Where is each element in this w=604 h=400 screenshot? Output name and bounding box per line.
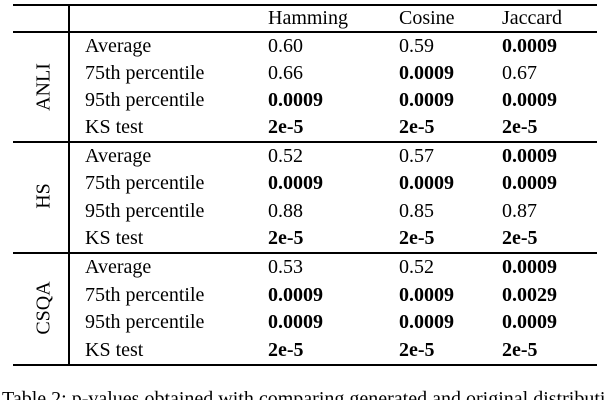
row-label: 95th percentile	[85, 89, 205, 111]
row-label: 95th percentile	[85, 311, 205, 334]
table-rule-group2	[13, 252, 597, 254]
row-label: 75th percentile	[85, 172, 205, 195]
row-label: 75th percentile	[85, 283, 205, 306]
cell-value: 0.59	[399, 35, 434, 57]
cell-value: 2e-5	[268, 338, 304, 361]
table-row: 95th percentile 0.0009 0.0009 0.0009	[0, 310, 604, 335]
table-row: 75th percentile 0.0009 0.0009 0.0029	[0, 283, 604, 308]
cell-value: 0.52	[399, 256, 434, 279]
table-section-anli: Average 0.60 0.59 0.0009 75th percentile…	[0, 33, 604, 141]
cell-value: 0.0009	[399, 172, 454, 195]
cell-value: 2e-5	[399, 116, 435, 138]
cell-value: 0.0009	[268, 89, 323, 111]
cell-value: 2e-5	[268, 116, 304, 138]
table-row: KS test 2e-5 2e-5 2e-5	[0, 226, 604, 251]
cell-value: 0.0029	[502, 283, 557, 306]
table-column-divider	[68, 4, 70, 366]
cell-value: 0.0009	[268, 172, 323, 195]
cell-value: 0.0009	[399, 89, 454, 111]
row-label: Average	[85, 35, 152, 57]
column-header-hamming: Hamming	[268, 7, 348, 29]
table-caption: Table 2: p-values obtained with comparin…	[2, 388, 604, 400]
cell-value: 0.67	[502, 62, 537, 84]
cell-value: 0.0009	[399, 283, 454, 306]
cell-value: 0.0009	[502, 256, 557, 279]
row-label: Average	[85, 256, 152, 279]
table-row: Average 0.60 0.59 0.0009	[0, 34, 604, 59]
cell-value: 0.85	[399, 199, 434, 222]
cell-value: 0.57	[399, 145, 434, 168]
cell-value: 2e-5	[399, 338, 435, 361]
cell-value: 0.0009	[268, 283, 323, 306]
table-rule-group1	[13, 141, 597, 143]
cell-value: 2e-5	[502, 338, 538, 361]
cell-value: 0.0009	[502, 35, 557, 57]
row-label: Average	[85, 145, 152, 168]
cell-value: 0.87	[502, 199, 537, 222]
table-rule-bottom	[13, 364, 597, 366]
cell-value: 0.66	[268, 62, 303, 84]
row-label: 75th percentile	[85, 62, 205, 84]
table-row: 95th percentile 0.0009 0.0009 0.0009	[0, 88, 604, 113]
cell-value: 2e-5	[502, 116, 538, 138]
cell-value: 0.60	[268, 35, 303, 57]
cell-value: 2e-5	[268, 226, 304, 249]
cell-value: 0.52	[268, 145, 303, 168]
table-section-csqa: Average 0.53 0.52 0.0009 75th percentile…	[0, 254, 604, 364]
cell-value: 0.53	[268, 256, 303, 279]
table-row: KS test 2e-5 2e-5 2e-5	[0, 115, 604, 140]
table-row: 75th percentile 0.66 0.0009 0.67	[0, 61, 604, 86]
cell-value: 2e-5	[502, 226, 538, 249]
cell-value: 0.0009	[268, 311, 323, 334]
table-section-hs: Average 0.52 0.57 0.0009 75th percentile…	[0, 143, 604, 252]
table-row: Average 0.53 0.52 0.0009	[0, 255, 604, 280]
cell-value: 0.0009	[502, 89, 557, 111]
row-label: KS test	[85, 338, 144, 361]
row-label: KS test	[85, 116, 144, 138]
column-header-cosine: Cosine	[399, 7, 455, 29]
column-header-jaccard: Jaccard	[502, 7, 562, 29]
table-rule-top	[13, 4, 597, 6]
row-label: KS test	[85, 226, 144, 249]
cell-value: 0.0009	[399, 62, 454, 84]
cell-value: 0.0009	[502, 172, 557, 195]
table-row: KS test 2e-5 2e-5 2e-5	[0, 338, 604, 363]
table-row: 95th percentile 0.88 0.85 0.87	[0, 199, 604, 224]
row-label: 95th percentile	[85, 199, 205, 222]
cell-value: 2e-5	[399, 226, 435, 249]
cell-value: 0.0009	[502, 311, 557, 334]
table-row: 75th percentile 0.0009 0.0009 0.0009	[0, 171, 604, 196]
cell-value: 0.0009	[399, 311, 454, 334]
table-rule-header	[13, 31, 597, 33]
table-row: Average 0.52 0.57 0.0009	[0, 144, 604, 169]
cell-value: 0.0009	[502, 145, 557, 168]
cell-value: 0.88	[268, 199, 303, 222]
